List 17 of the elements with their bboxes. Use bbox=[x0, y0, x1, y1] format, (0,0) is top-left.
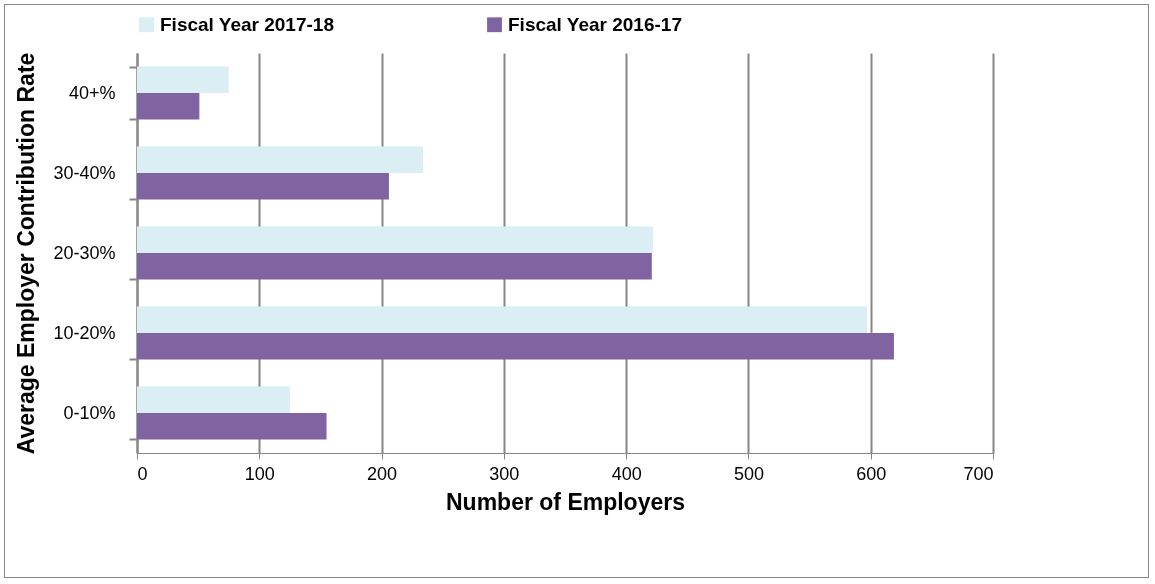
x-tick-label: 400 bbox=[611, 463, 642, 484]
y-tick-label: 20-30% bbox=[53, 242, 116, 263]
y-tick-label: 0-10% bbox=[63, 402, 116, 423]
y-tick-label: 30-40% bbox=[53, 162, 116, 183]
legend-label: Fiscal Year 2017-18 bbox=[160, 13, 334, 35]
x-axis-title: Number of Employers bbox=[446, 488, 685, 515]
x-tick-label: 600 bbox=[856, 463, 887, 484]
x-tick-label: 0 bbox=[137, 463, 148, 484]
y-tick-label: 40+% bbox=[68, 82, 116, 103]
y-axis-title: Average Employer Contribution Rate bbox=[13, 52, 40, 455]
x-tick-label: 100 bbox=[244, 463, 275, 484]
legend-label: Fiscal Year 2016-17 bbox=[508, 13, 682, 35]
x-tick-label: 700 bbox=[963, 463, 994, 484]
x-tick-label: 300 bbox=[489, 463, 520, 484]
y-tick-label: 10-20% bbox=[53, 322, 116, 343]
x-tick-label: 200 bbox=[367, 463, 398, 484]
x-tick-label: 500 bbox=[733, 463, 764, 484]
